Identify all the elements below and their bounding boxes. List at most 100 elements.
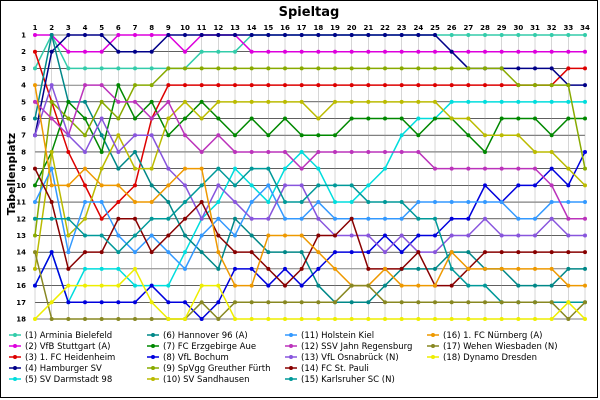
- data-point: [116, 283, 121, 288]
- data-point: [366, 250, 371, 255]
- legend-marker: [13, 333, 17, 337]
- data-point: [266, 133, 271, 138]
- data-point: [483, 33, 487, 37]
- data-point: [333, 317, 337, 321]
- data-point: [166, 250, 171, 255]
- data-point: [583, 283, 587, 288]
- data-point: [133, 99, 137, 104]
- data-point: [299, 200, 304, 205]
- data-point: [249, 149, 254, 154]
- data-point: [133, 216, 137, 221]
- data-point: [316, 149, 321, 154]
- data-point: [499, 33, 504, 37]
- data-point: [116, 266, 121, 271]
- data-point: [383, 283, 387, 288]
- data-point: [316, 233, 321, 238]
- data-point: [233, 99, 237, 104]
- data-point: [49, 250, 54, 255]
- data-point: [299, 49, 304, 54]
- legend-label: (12) SSV Jahn Regensburg: [301, 342, 412, 352]
- data-point: [399, 300, 404, 305]
- legend-item: (18) Dynamo Dresden: [427, 353, 537, 363]
- data-point: [266, 300, 271, 305]
- legend-item: (5) SV Darmstadt 98: [9, 375, 112, 385]
- x-tick-label: 10: [180, 24, 190, 32]
- data-point: [483, 99, 487, 104]
- data-point: [166, 66, 171, 71]
- data-point: [566, 233, 571, 238]
- data-point: [366, 99, 371, 104]
- data-point: [366, 300, 371, 305]
- data-point: [283, 283, 287, 288]
- data-point: [433, 66, 437, 71]
- data-point: [49, 300, 54, 305]
- data-point: [583, 266, 587, 271]
- data-point: [533, 233, 537, 238]
- data-point: [283, 266, 287, 271]
- data-point: [399, 133, 404, 138]
- x-tick-label: 27: [463, 24, 473, 32]
- x-tick-label: 14: [247, 24, 257, 32]
- legend-item: (3) 1. FC Heidenheim: [9, 353, 115, 363]
- legend-marker: [289, 377, 293, 381]
- data-point: [466, 216, 471, 221]
- data-point: [499, 83, 504, 88]
- y-tick-label: 4: [21, 82, 26, 90]
- data-point: [216, 133, 221, 138]
- legend-item: (2) VfB Stuttgart (A): [9, 342, 110, 352]
- data-point: [516, 266, 521, 271]
- data-point: [483, 200, 487, 205]
- data-point: [566, 250, 571, 255]
- legend-item: (13) VfL Osnabrück (N): [285, 353, 399, 363]
- data-point: [83, 33, 87, 37]
- data-point: [149, 200, 154, 205]
- data-point: [583, 33, 587, 37]
- data-point: [366, 83, 371, 88]
- x-tick-label: 4: [83, 24, 88, 32]
- legend-marker: [151, 333, 155, 337]
- data-point: [433, 250, 437, 255]
- data-point: [299, 216, 304, 221]
- data-point: [499, 266, 504, 271]
- legend-marker: [289, 344, 293, 348]
- legend-label: (8) VfL Bochum: [163, 353, 229, 363]
- data-point: [399, 216, 404, 221]
- data-point: [566, 283, 571, 288]
- data-point: [99, 317, 104, 321]
- data-point: [216, 33, 221, 37]
- data-point: [399, 149, 404, 154]
- data-point: [316, 83, 321, 88]
- series-line: [34, 268, 586, 320]
- data-point: [283, 149, 287, 154]
- data-point: [283, 233, 287, 238]
- data-point: [249, 266, 254, 271]
- data-point: [416, 317, 421, 321]
- data-point: [433, 33, 437, 37]
- data-point: [283, 33, 287, 37]
- data-point: [216, 200, 221, 205]
- data-point: [316, 33, 321, 37]
- data-point: [49, 166, 54, 171]
- data-point: [333, 149, 337, 154]
- data-point: [116, 300, 121, 305]
- data-point: [466, 283, 471, 288]
- data-point: [333, 233, 337, 238]
- data-point: [199, 300, 204, 305]
- data-point: [199, 200, 204, 205]
- x-tick-label: 3: [66, 24, 71, 32]
- data-point: [199, 116, 204, 121]
- data-point: [133, 116, 137, 121]
- x-tick-label: 31: [530, 24, 540, 32]
- data-point: [99, 133, 104, 138]
- data-point: [149, 133, 154, 138]
- data-point: [583, 233, 587, 238]
- data-point: [533, 250, 537, 255]
- data-point: [199, 166, 204, 171]
- data-point: [266, 283, 271, 288]
- data-point: [266, 216, 271, 221]
- data-point: [299, 99, 304, 104]
- data-point: [449, 116, 454, 121]
- data-point: [516, 283, 521, 288]
- data-point: [133, 33, 137, 37]
- data-point: [149, 183, 154, 188]
